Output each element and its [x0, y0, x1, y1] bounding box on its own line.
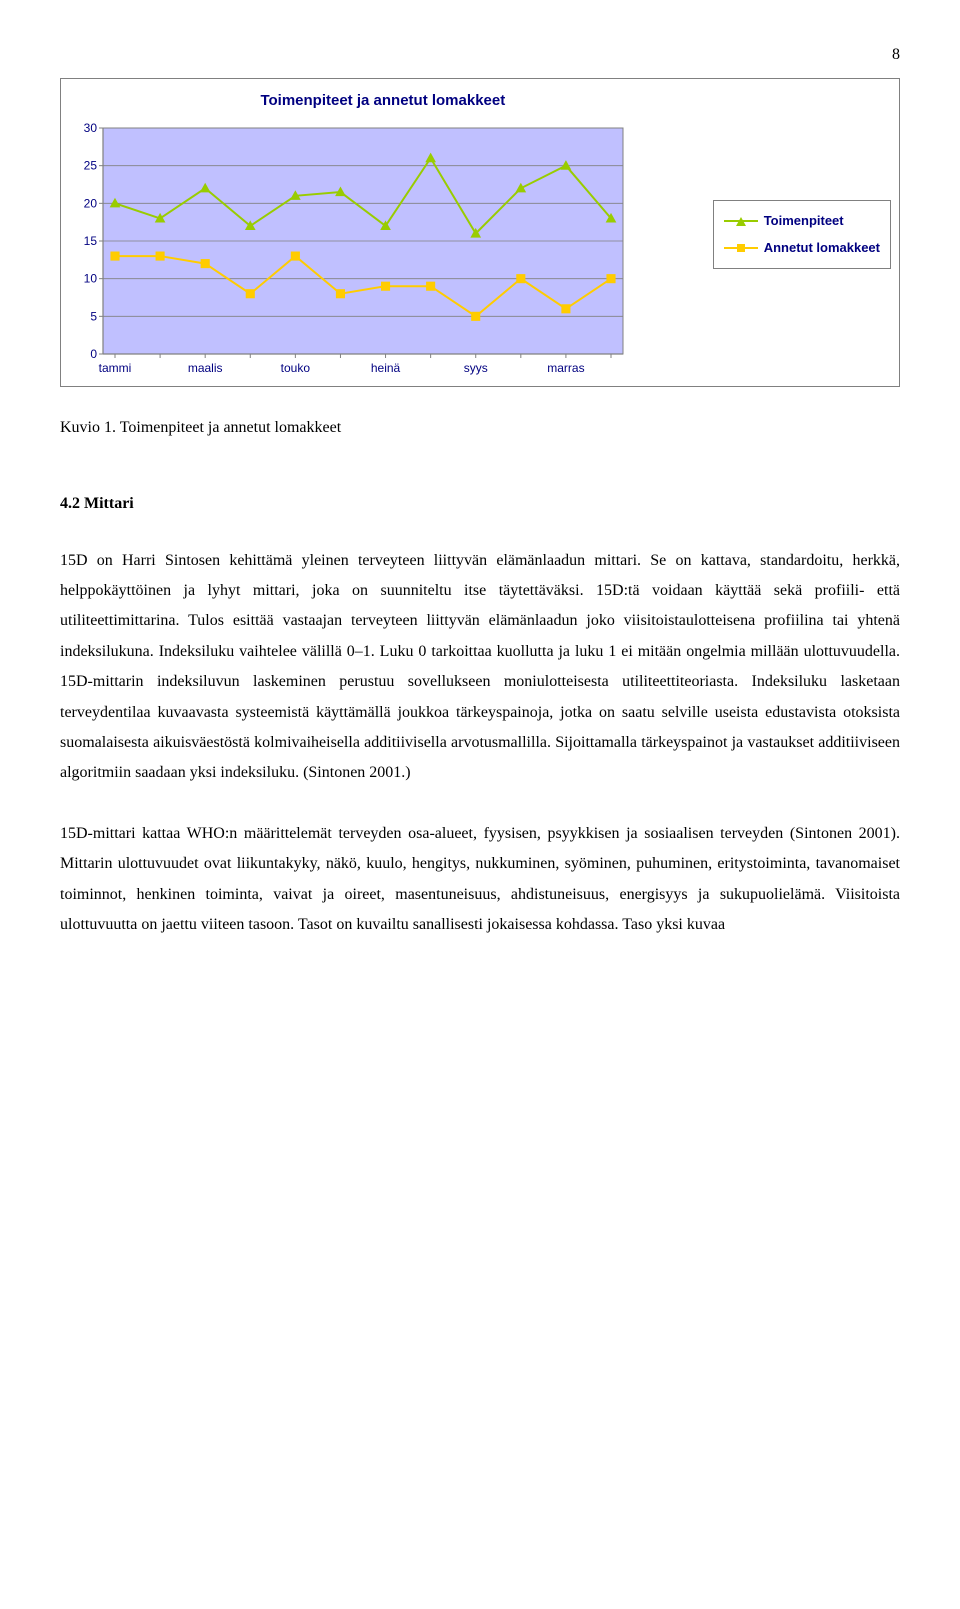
svg-text:maalis: maalis [188, 361, 223, 375]
legend-item-annetut: Annetut lomakkeet [724, 236, 880, 261]
chart-legend: Toimenpiteet Annetut lomakkeet [713, 200, 891, 269]
svg-text:tammi: tammi [99, 361, 132, 375]
svg-text:25: 25 [84, 159, 98, 173]
legend-item-toimenpiteet: Toimenpiteet [724, 209, 880, 234]
chart-title: Toimenpiteet ja annetut lomakkeet [69, 87, 697, 116]
svg-text:marras: marras [547, 361, 584, 375]
legend-label: Toimenpiteet [764, 209, 844, 234]
svg-text:15: 15 [84, 234, 98, 248]
body-paragraph-1: 15D on Harri Sintosen kehittämä yleinen … [60, 546, 900, 789]
legend-marker-toimenpiteet [724, 220, 758, 222]
chart-svg: 0 5 10 15 20 25 30 tammi maalis touko heinä syys mar… [69, 122, 629, 382]
legend-label: Annetut lomakkeet [764, 236, 880, 261]
svg-text:heinä: heinä [371, 361, 401, 375]
chart-container: Toimenpiteet ja annetut lomakkeet 0 5 10 15… [60, 78, 900, 387]
triangle-icon [736, 217, 746, 226]
legend-marker-annetut [724, 247, 758, 249]
page-number: 8 [60, 40, 900, 70]
section-heading: 4.2 Mittari [60, 489, 900, 519]
svg-text:10: 10 [84, 272, 98, 286]
square-icon [737, 244, 745, 252]
body-paragraph-2: 15D-mittari kattaa WHO:n määrittelemät t… [60, 819, 900, 941]
svg-text:20: 20 [84, 196, 98, 210]
chart-left: Toimenpiteet ja annetut lomakkeet 0 5 10 15… [69, 87, 697, 382]
svg-text:syys: syys [464, 361, 488, 375]
figure-caption: Kuvio 1. Toimenpiteet ja annetut lomakke… [60, 417, 900, 439]
svg-text:0: 0 [90, 347, 97, 361]
svg-text:30: 30 [84, 122, 98, 135]
svg-text:5: 5 [90, 309, 97, 323]
svg-text:touko: touko [281, 361, 311, 375]
